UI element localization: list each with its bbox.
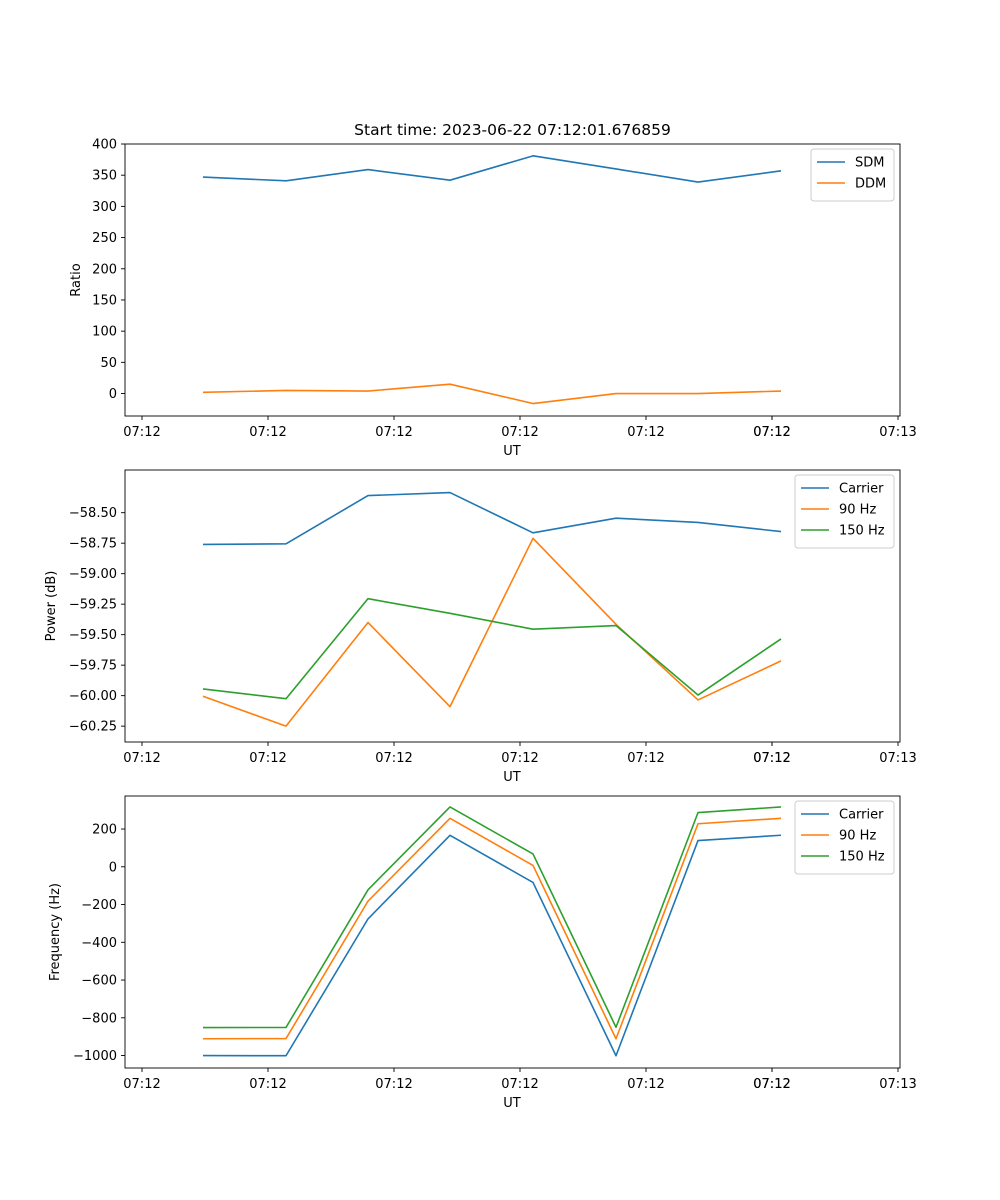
series-line-150-hz [202, 806, 782, 1029]
y-tick-label: −1000 [73, 1049, 117, 1064]
y-tick-label: −800 [81, 1011, 117, 1026]
x-tick-label: 07:12 [123, 425, 160, 440]
y-tick-label: −600 [81, 974, 117, 989]
x-tick-label: 07:12 [753, 1077, 790, 1092]
y-tick-label: −60.25 [69, 720, 117, 735]
y-tick-label: −59.50 [69, 628, 117, 643]
legend: Carrier 90 Hz 150 Hz [794, 800, 895, 875]
y-tick-label: 200 [92, 823, 117, 838]
x-axis-label: UT [503, 770, 521, 785]
x-tick-label: 07:12 [123, 1077, 160, 1092]
series-line-150-hz [202, 597, 782, 700]
y-tick-label: 350 [92, 169, 117, 184]
x-tick-label: 07:12 [627, 751, 664, 766]
y-tick-label: −59.25 [69, 598, 117, 613]
y-tick-label: 200 [92, 262, 117, 277]
x-tick-label: 07:12 [753, 751, 790, 766]
y-axis-label: Ratio [69, 263, 84, 296]
y-tick-label: −200 [81, 898, 117, 913]
legend-label: Carrier [839, 482, 884, 497]
y-tick-label: −58.75 [69, 537, 117, 552]
y-tick-label: 0 [109, 387, 117, 402]
x-axis-label: UT [503, 1096, 521, 1111]
subplot-1: Start time: 2023-06-22 07:12:01.676859 07… [69, 121, 917, 459]
series-line-carrier [202, 491, 782, 546]
x-tick-label: 07:12 [753, 425, 790, 440]
y-tick-label: −60.00 [69, 689, 117, 704]
x-tick-label: 07:12 [501, 1077, 538, 1092]
x-tick-label: 07:12 [753, 425, 790, 440]
legend-label: Carrier [839, 808, 884, 823]
series-line-carrier [202, 834, 782, 1057]
x-tick-label: 07:12 [375, 751, 412, 766]
axes-frame [124, 143, 901, 417]
y-tick-label: 0 [109, 860, 117, 875]
series-line-90-hz [202, 817, 782, 1040]
x-axis-label: UT [503, 444, 521, 459]
x-tick-label: 07:12 [375, 1077, 412, 1092]
axes-frame [124, 469, 901, 743]
legend: SDM DDM [810, 148, 895, 202]
legend-label: 90 Hz [839, 503, 876, 518]
y-tick-label: −59.75 [69, 659, 117, 674]
y-tick-label: −59.00 [69, 567, 117, 582]
x-tick-label: 07:12 [249, 1077, 286, 1092]
x-tick-label: 07:12 [753, 1077, 790, 1092]
y-tick-label: 400 [92, 138, 117, 153]
y-tick-label: 50 [100, 356, 117, 371]
x-tick-label: 07:12 [627, 425, 664, 440]
x-tick-label: 07:12 [123, 751, 160, 766]
legend-label: SDM [855, 156, 884, 171]
legend-label: 90 Hz [839, 829, 876, 844]
x-tick-label: 07:12 [375, 425, 412, 440]
y-tick-label: 250 [92, 231, 117, 246]
y-axis-label: Frequency (Hz) [48, 883, 63, 981]
series-line-sdm [202, 155, 782, 183]
legend-label: 150 Hz [839, 850, 885, 865]
series-line-90-hz [202, 537, 782, 727]
x-tick-label: 07:12 [501, 425, 538, 440]
chart-title: Start time: 2023-06-22 07:12:01.676859 [354, 121, 671, 139]
x-tick-label: 07:12 [501, 751, 538, 766]
legend-label: DDM [855, 177, 886, 192]
x-tick-label: 07:12 [627, 1077, 664, 1092]
y-axis-label: Power (dB) [44, 571, 59, 642]
axes-frame [124, 795, 901, 1069]
series-line-ddm [202, 383, 782, 405]
legend: Carrier 90 Hz 150 Hz [794, 474, 895, 549]
y-tick-label: −58.50 [69, 506, 117, 521]
x-tick-label: 07:13 [879, 751, 916, 766]
legend-label: 150 Hz [839, 524, 885, 539]
y-tick-label: 300 [92, 200, 117, 215]
x-tick-label: 07:12 [249, 751, 286, 766]
y-tick-label: −400 [81, 936, 117, 951]
y-tick-label: 100 [92, 325, 117, 340]
x-tick-label: 07:12 [753, 751, 790, 766]
x-tick-label: 07:13 [879, 425, 916, 440]
y-tick-label: 150 [92, 293, 117, 308]
x-tick-label: 07:13 [879, 1077, 916, 1092]
x-tick-label: 07:12 [249, 425, 286, 440]
